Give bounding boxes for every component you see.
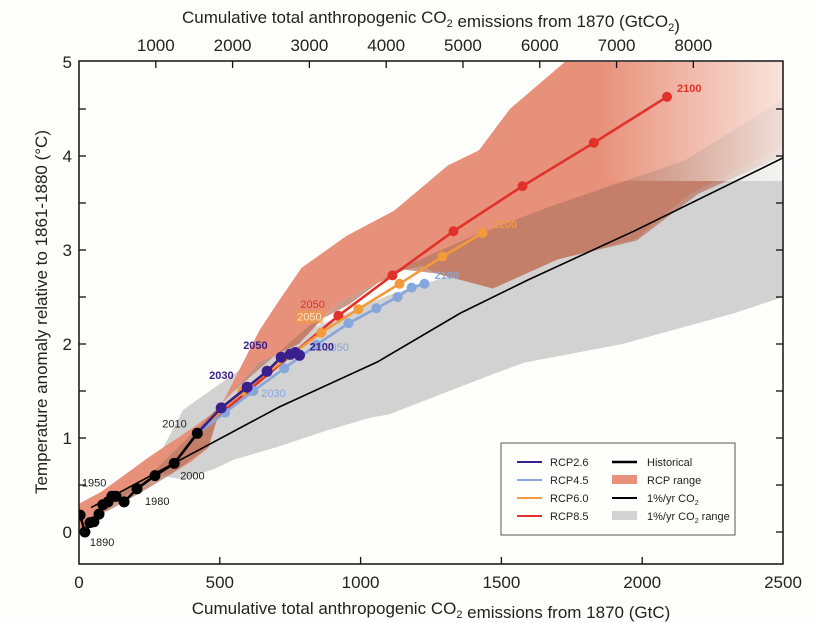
x-top-tick-label: 4000 xyxy=(367,36,405,55)
x-tick-label: 1500 xyxy=(482,573,520,592)
year-label-rcp2-6: 2050 xyxy=(243,340,267,352)
plot-frame xyxy=(78,60,784,565)
x-top-tick-label: 1000 xyxy=(137,36,175,55)
data-point-rcp8-5 xyxy=(448,226,459,237)
data-point-historical xyxy=(168,457,180,469)
y-tick-label: 2 xyxy=(63,335,72,354)
legend-label: RCP4.5 xyxy=(550,475,589,487)
data-point-rcp6-0 xyxy=(477,228,488,239)
data-point-rcp4-5 xyxy=(406,282,417,293)
data-point-rcp4-5 xyxy=(371,303,382,314)
top-axis-title: Cumulative total anthropogenic CO2 emiss… xyxy=(182,8,680,35)
data-point-rcp6-0 xyxy=(353,304,364,315)
data-point-rcp4-5 xyxy=(343,318,354,329)
legend-label: 1%/yr CO2 range xyxy=(647,511,730,525)
year-label-rcp6-0: 2100 xyxy=(493,219,517,231)
data-point-rcp2-6 xyxy=(215,402,227,414)
bottom-axis-title: Cumulative total anthropogenic CO2 emiss… xyxy=(192,599,671,622)
legend-label: RCP2.6 xyxy=(550,457,589,469)
data-point-historical xyxy=(93,508,105,520)
data-point-rcp6-0 xyxy=(394,278,405,289)
x-tick-label: 500 xyxy=(206,573,234,592)
data-point-historical xyxy=(149,470,161,482)
y-tick-label: 0 xyxy=(63,523,72,542)
x-tick-label: 2500 xyxy=(764,573,802,592)
year-label-historical: 2010 xyxy=(162,418,186,430)
data-point-rcp2-6 xyxy=(261,365,273,377)
y-tick-label: 3 xyxy=(63,241,72,260)
x-top-tick-label: 8000 xyxy=(674,36,712,55)
year-label-rcp4-5: 2050 xyxy=(324,342,348,354)
x-top-tick-label: 3000 xyxy=(290,36,328,55)
legend-label: RCP6.0 xyxy=(550,493,589,505)
data-point-rcp4-5 xyxy=(311,339,322,350)
data-point-rcp8-5 xyxy=(517,181,528,192)
data-point-rcp8-5 xyxy=(662,91,672,102)
y-tick-label: 1 xyxy=(63,429,72,448)
year-label-historical: 2000 xyxy=(180,470,204,482)
series-line-rcp8-5 xyxy=(196,95,668,435)
series-line-rcp4-5 xyxy=(196,282,425,435)
data-point-rcp2-6 xyxy=(294,349,305,361)
legend: RCP2.6 RCP4.5 RCP6.0 RCP8.5 Historical RCP ra… xyxy=(500,442,736,536)
legend-label: 1%/yr CO2 xyxy=(647,493,699,507)
legend-label: RCP8.5 xyxy=(550,511,589,523)
year-label-bg xyxy=(295,310,324,324)
x-tick-label: 0 xyxy=(74,573,83,592)
year-label-historical: 1980 xyxy=(145,496,169,508)
data-point-rcp2-6 xyxy=(275,351,287,363)
legend-label: RCP range xyxy=(647,475,701,487)
x-tick-label: 2000 xyxy=(623,573,661,592)
data-point-rcp2-6 xyxy=(241,381,253,393)
y-tick-label: 4 xyxy=(63,147,72,166)
data-point-historical xyxy=(118,496,130,508)
legend-swatch xyxy=(612,511,637,520)
data-point-historical xyxy=(79,509,86,521)
data-point-rcp4-5 xyxy=(279,363,290,374)
data-point-rcp6-0 xyxy=(316,327,327,338)
legend-swatch xyxy=(612,475,637,484)
data-point-rcp8-5 xyxy=(387,270,398,281)
data-point-rcp4-5 xyxy=(419,278,430,289)
x-tick-label: 1000 xyxy=(342,573,380,592)
axes: 0 500 1000 1500 2000 2500 1000 2000 3000 4000 5000… xyxy=(63,36,802,592)
series-lines xyxy=(79,91,783,538)
data-point-rcp4-5 xyxy=(392,292,403,302)
series-line-1-yr-co2 xyxy=(90,157,783,509)
year-label-rcp8-5: 2050 xyxy=(300,299,324,311)
y-tick-label: 5 xyxy=(63,53,72,72)
year-label-historical: 1890 xyxy=(90,537,114,549)
data-point-historical xyxy=(110,490,122,502)
year-label-rcp4-5: 2100 xyxy=(435,270,459,282)
year-label-rcp2-6: 2030 xyxy=(209,370,233,382)
x-top-tick-label: 5000 xyxy=(444,36,482,55)
x-top-tick-label: 2000 xyxy=(214,36,252,55)
data-point-historical xyxy=(191,427,203,439)
year-label-rcp6-0: 2050 xyxy=(297,312,321,324)
year-label-historical: 1950 xyxy=(82,477,106,489)
year-label-rcp4-5: 2030 xyxy=(261,388,285,400)
data-point-rcp8-5 xyxy=(333,310,344,321)
data-point-rcp6-0 xyxy=(437,251,448,262)
data-point-historical xyxy=(131,483,143,495)
year-label-rcp2-6: 2100 xyxy=(310,341,334,353)
range-rcp-overlap xyxy=(98,99,783,512)
y-axis-title: Temperature anomaly relative to 1861-188… xyxy=(32,130,51,494)
x-top-tick-label: 7000 xyxy=(598,36,636,55)
data-point-rcp8-5 xyxy=(588,137,599,148)
legend-label: Historical xyxy=(647,457,692,469)
year-label-rcp8-5: 2100 xyxy=(677,83,701,95)
x-top-tick-label: 6000 xyxy=(521,36,559,55)
